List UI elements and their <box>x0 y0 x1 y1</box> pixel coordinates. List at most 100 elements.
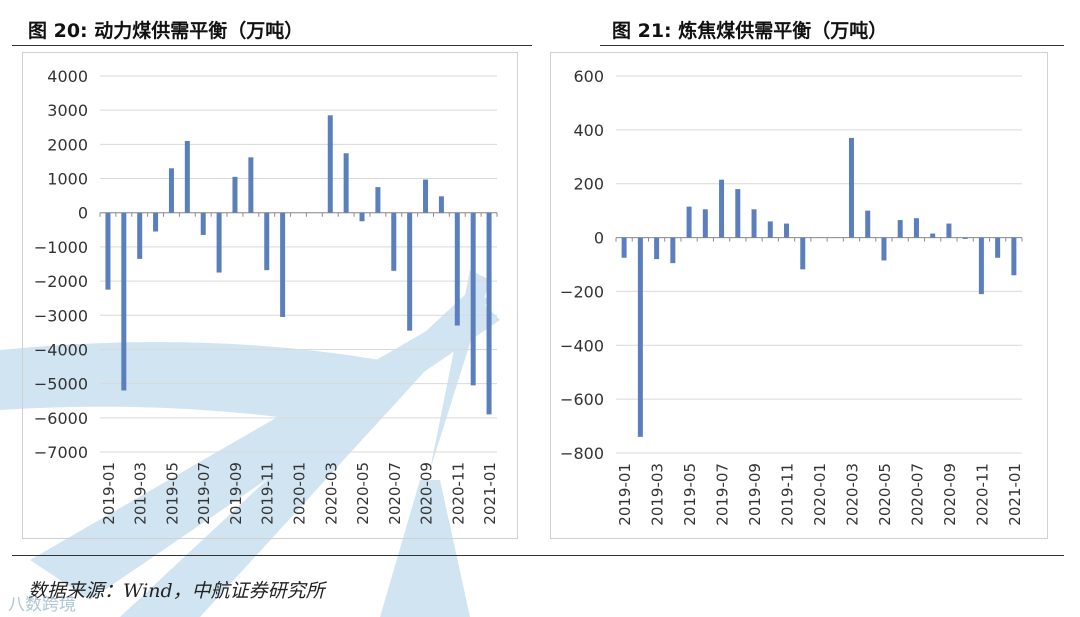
source-note: 数据来源：Wind，中航证券研究所 <box>28 580 325 602</box>
x-tick-label: 2020-09 <box>418 462 436 525</box>
y-tick-label: 2000 <box>47 135 88 154</box>
y-tick-label: 4000 <box>47 67 88 86</box>
x-tick-label: 2021-01 <box>1006 463 1024 526</box>
bar-2021-01 <box>486 212 492 415</box>
bar-2019-07 <box>200 212 206 235</box>
figure-20-title: 图 20: 动力煤供需平衡（万吨） <box>28 20 304 42</box>
x-tick-label: 2019-05 <box>681 463 699 526</box>
y-tick-label: −200 <box>560 282 604 301</box>
bar-2019-08 <box>216 212 222 273</box>
x-tick-label: 2020-11 <box>973 463 991 526</box>
bar-2020-11 <box>454 212 460 326</box>
x-tick-label: 2019-03 <box>132 462 150 525</box>
x-tick-label: 2019-01 <box>100 462 118 525</box>
bar-2019-02 <box>121 212 127 391</box>
y-tick-label: −3000 <box>34 306 88 325</box>
bar-2019-12 <box>280 212 286 317</box>
bar-2019-04 <box>670 237 676 264</box>
x-tick-label: 2020-01 <box>811 463 829 526</box>
x-tick-label: 2019-09 <box>227 462 245 525</box>
y-tick-label: 0 <box>78 204 88 223</box>
bar-2021-01 <box>1011 237 1017 276</box>
bar-2020-05 <box>881 237 887 261</box>
x-tick-label: 2019-11 <box>779 463 797 526</box>
title-rule-right <box>600 45 1064 46</box>
x-tick-label: 2019-01 <box>616 463 634 526</box>
chart-frame-left <box>22 52 518 539</box>
bar-2020-09 <box>423 179 429 213</box>
bar-2020-10 <box>962 237 968 239</box>
y-tick-label: −4000 <box>34 340 88 359</box>
bar-2019-01 <box>621 237 627 258</box>
y-tick-label: 3000 <box>47 101 88 120</box>
y-tick-label: −800 <box>560 444 604 463</box>
x-tick-label: 2020-07 <box>908 463 926 526</box>
bar-2020-06 <box>375 187 381 213</box>
y-tick-label: −1000 <box>34 238 88 257</box>
bar-2019-04 <box>153 212 159 232</box>
chart-frame-right <box>550 52 1048 539</box>
x-tick-label: 2020-05 <box>876 463 894 526</box>
bar-2019-01 <box>105 212 111 290</box>
bar-2019-02 <box>637 237 643 437</box>
bar-2020-08 <box>930 233 936 238</box>
x-tick-label: 2019-05 <box>163 462 181 525</box>
y-tick-label: 0 <box>594 229 604 248</box>
bar-2020-10 <box>438 196 444 213</box>
bar-2019-10 <box>767 221 773 238</box>
footer-rule <box>12 555 1064 556</box>
x-tick-label: 2020-03 <box>322 462 340 525</box>
bar-2019-11 <box>264 212 270 271</box>
x-tick-label: 2019-09 <box>746 463 764 526</box>
x-tick-label: 2020-09 <box>941 463 959 526</box>
bar-2019-12 <box>800 237 806 270</box>
bar-2020-03 <box>327 115 333 213</box>
bar-2020-04 <box>343 153 349 213</box>
x-tick-label: 2020-05 <box>354 462 372 525</box>
bar-2019-11 <box>784 223 790 238</box>
bar-2019-08 <box>735 189 741 238</box>
y-tick-label: 600 <box>573 67 604 86</box>
y-tick-label: 200 <box>573 175 604 194</box>
bar-2020-11 <box>978 237 984 295</box>
bar-2020-07 <box>391 212 397 271</box>
x-tick-label: 2019-07 <box>195 462 213 525</box>
x-tick-label: 2019-03 <box>649 463 667 526</box>
y-tick-label: −600 <box>560 390 604 409</box>
bar-2019-09 <box>751 209 757 238</box>
bar-2020-07 <box>913 218 919 238</box>
x-tick-label: 2019-07 <box>714 463 732 526</box>
bar-2019-05 <box>686 206 692 238</box>
bar-2020-04 <box>865 210 871 238</box>
bar-2019-03 <box>137 212 143 259</box>
bar-2019-10 <box>248 157 254 213</box>
bar-2020-12 <box>995 237 1001 258</box>
bar-2020-06 <box>897 220 903 238</box>
watermark-text: 八数跨境 <box>8 595 76 615</box>
figure-21-title: 图 21: 炼焦煤供需平衡（万吨） <box>612 20 888 42</box>
bar-2019-06 <box>184 140 190 213</box>
bar-2020-09 <box>946 223 952 238</box>
y-tick-label: −2000 <box>34 272 88 291</box>
bar-2020-03 <box>848 137 854 238</box>
y-tick-label: −7000 <box>34 443 88 462</box>
bar-2019-06 <box>702 209 708 238</box>
y-tick-label: 400 <box>573 121 604 140</box>
bar-2019-07 <box>719 179 725 238</box>
x-tick-label: 2020-11 <box>449 462 467 525</box>
bar-2020-12 <box>470 212 476 386</box>
x-tick-label: 2019-11 <box>259 462 277 525</box>
y-tick-label: −400 <box>560 336 604 355</box>
bar-2020-05 <box>359 212 365 222</box>
y-tick-label: −6000 <box>34 409 88 428</box>
bar-2019-05 <box>168 168 174 213</box>
bar-2019-03 <box>654 237 660 260</box>
x-tick-label: 2020-07 <box>386 462 404 525</box>
x-tick-label: 2020-01 <box>291 462 309 525</box>
x-tick-label: 2020-03 <box>843 463 861 526</box>
y-tick-label: 1000 <box>47 170 88 189</box>
title-rule-left <box>12 45 532 46</box>
bar-2020-08 <box>407 212 413 331</box>
